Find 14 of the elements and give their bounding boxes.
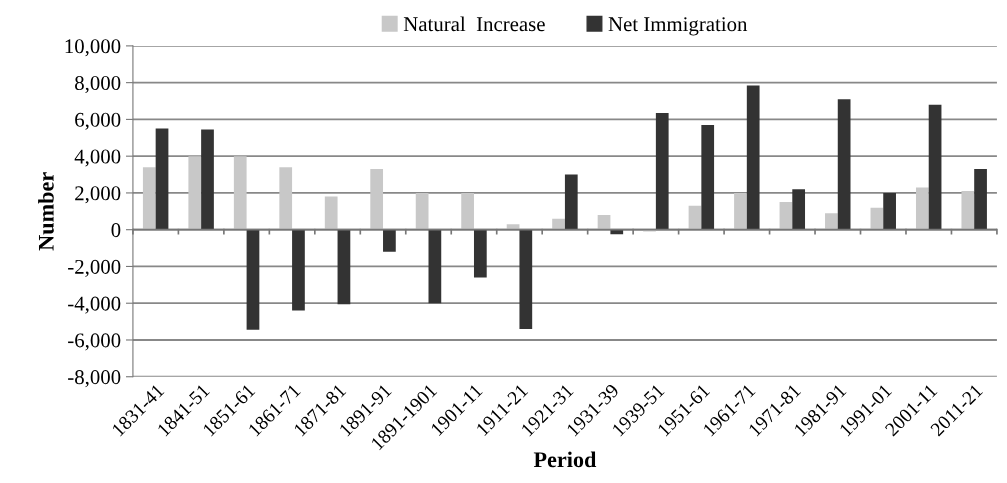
- y-tick-label: 0: [111, 223, 121, 238]
- legend-label: Net Immigration: [608, 17, 748, 36]
- y-tick-label: 6,000: [75, 112, 121, 130]
- y-tick-label: 10,000: [65, 39, 121, 57]
- y-tick-label: 4,000: [74, 149, 121, 167]
- y-tick-label: -2,000: [68, 259, 121, 277]
- x-axis-title: Period: [533, 451, 597, 468]
- y-tick-label: -4,000: [68, 296, 121, 314]
- y-tick-label: 8,000: [75, 76, 121, 94]
- y-tick-label: -6,000: [68, 333, 121, 351]
- y-tick-label: 2,000: [75, 186, 121, 204]
- y-tick-label: -8,000: [68, 370, 121, 388]
- y-axis-title: Number: [38, 172, 54, 251]
- legend-label: Natural Increase: [403, 16, 545, 32]
